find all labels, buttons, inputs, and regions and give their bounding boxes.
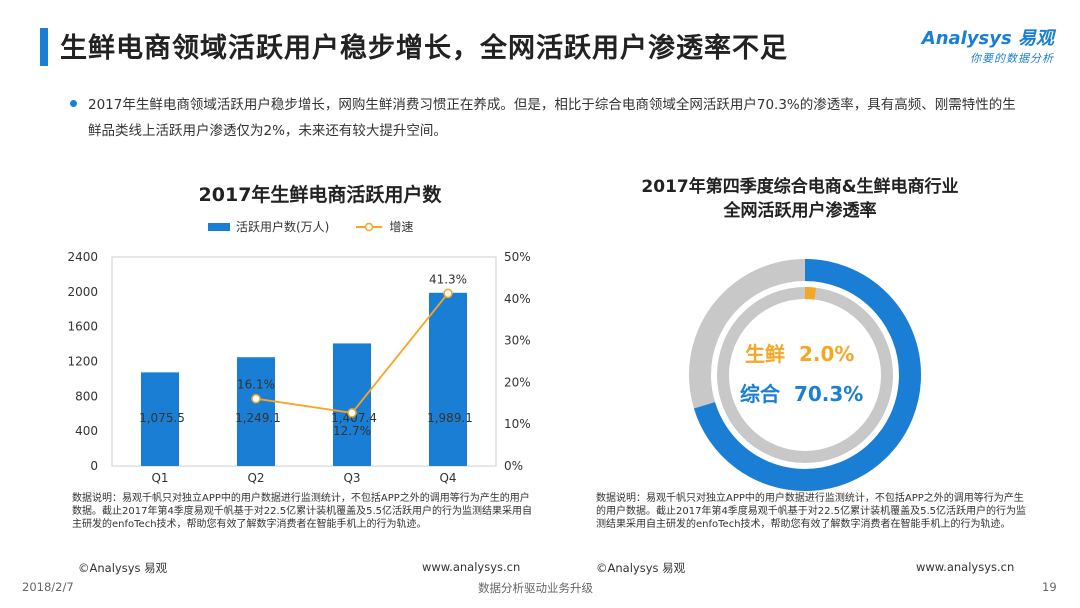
bar-value-label: 1,249.1 xyxy=(235,411,281,425)
growth-point xyxy=(251,393,261,404)
donut-chart-title: 2017年第四季度综合电商&生鲜电商行业 全网活跃用户渗透率 xyxy=(580,175,1020,223)
bar-chart: 0 400 800 1200 1600 2000 2400 0% 10% 20% 30% 40% 50%… xyxy=(67,250,530,485)
footer-copyright-right: ©Analysys 易观 xyxy=(596,561,686,575)
legend-bar-swatch xyxy=(208,222,230,231)
donut-title-line2: 全网活跃用户渗透率 xyxy=(723,201,877,221)
y2-tick-label: 50% xyxy=(504,250,530,264)
footer-copyright-left: ©Analysys 易观 xyxy=(78,561,168,575)
bar-chart-legend: 活跃用户数(万人) 增速 xyxy=(208,218,413,235)
growth-point xyxy=(443,288,453,299)
footer-site-right: www.analysys.cn xyxy=(916,560,1015,574)
bar-chart-title: 2017年生鲜电商活跃用户数 xyxy=(198,184,442,206)
donut-label-fresh: 生鲜 2.0% xyxy=(745,338,854,367)
x-tick-label: Q2 xyxy=(247,471,264,485)
growth-value-label: 12.7% xyxy=(333,424,371,438)
growth-point xyxy=(347,408,357,418)
y-tick-label: 2400 xyxy=(67,250,98,264)
growth-value-label: 41.3% xyxy=(429,272,467,286)
y2-tick-label: 20% xyxy=(504,375,530,389)
y-tick-label: 0 xyxy=(90,459,98,473)
bar-q2 xyxy=(237,357,275,466)
y2-tick-label: 10% xyxy=(504,417,530,431)
page-title: 生鲜电商领域活跃用户稳步增长，全网活跃用户渗透率不足 xyxy=(60,33,788,64)
y2-tick-label: 30% xyxy=(504,334,530,348)
y-tick-label: 400 xyxy=(75,424,98,438)
inner-ring-fresh-arc xyxy=(717,287,893,463)
y2-tick-label: 0% xyxy=(504,459,523,473)
plot-frame xyxy=(111,256,497,467)
logo-sub-text: 你要的数据分析 xyxy=(970,52,1054,65)
legend-line-swatch xyxy=(356,222,383,231)
summary-text: 2017年生鲜电商领域活跃用户稳步增长，网购生鲜消费习惯正在养成。但是，相比于综… xyxy=(88,97,1016,139)
legend-line-label: 增速 xyxy=(389,220,414,234)
legend-bar-label: 活跃用户数(万人) xyxy=(236,220,330,234)
fresh-value: 2.0% xyxy=(798,342,855,366)
donut-label-general: 综合 70.3% xyxy=(740,378,863,407)
bar-value-label: 1,407.4 xyxy=(331,411,377,425)
fresh-name: 生鲜 xyxy=(745,342,785,366)
left-data-note: 数据说明：易观千帆只对独立APP中的用户数据进行监测统计，不包括APP之外的调用… xyxy=(72,493,532,530)
bar-value-label: 1,075.5 xyxy=(139,411,185,425)
footer-date: 2018/2/7 xyxy=(22,580,74,594)
footer-slogan: 数据分析驱动业务升级 xyxy=(478,581,593,595)
outer-ring-general-arc xyxy=(689,259,921,491)
donut-title-line1: 2017年第四季度综合电商&生鲜电商行业 xyxy=(641,177,959,197)
analysys-logo: Analysys 易观 你要的数据分析 xyxy=(922,24,1054,66)
x-tick-label: Q3 xyxy=(343,471,360,485)
y2-tick-label: 40% xyxy=(504,292,530,306)
footer-page-number: 19 xyxy=(1042,580,1057,594)
x-tick-label: Q4 xyxy=(439,471,456,485)
right-data-note: 数据说明：易观千帆只对独立APP中的用户数据进行监测统计，不包括APP之外的调用… xyxy=(596,493,1026,530)
general-value: 70.3% xyxy=(793,382,864,406)
title-accent-bar xyxy=(40,28,48,66)
y-tick-label: 800 xyxy=(75,389,98,403)
bullet-dot xyxy=(70,100,77,107)
y-tick-label: 2000 xyxy=(67,285,98,299)
logo-main-text: Analysys 易观 xyxy=(921,28,1054,49)
y-tick-label: 1200 xyxy=(67,355,98,369)
growth-value-label: 16.1% xyxy=(237,378,275,392)
bar-q3 xyxy=(333,343,371,466)
y-tick-label: 1600 xyxy=(67,320,98,334)
inner-ring-track xyxy=(717,287,893,463)
donut-chart xyxy=(689,259,921,491)
bar-q4 xyxy=(429,292,467,466)
bar-value-label: 1,989.1 xyxy=(427,411,473,425)
general-name: 综合 xyxy=(740,382,780,406)
bar-q1 xyxy=(141,372,179,466)
x-tick-label: Q1 xyxy=(151,471,168,485)
footer-site-left: www.analysys.cn xyxy=(422,560,521,574)
